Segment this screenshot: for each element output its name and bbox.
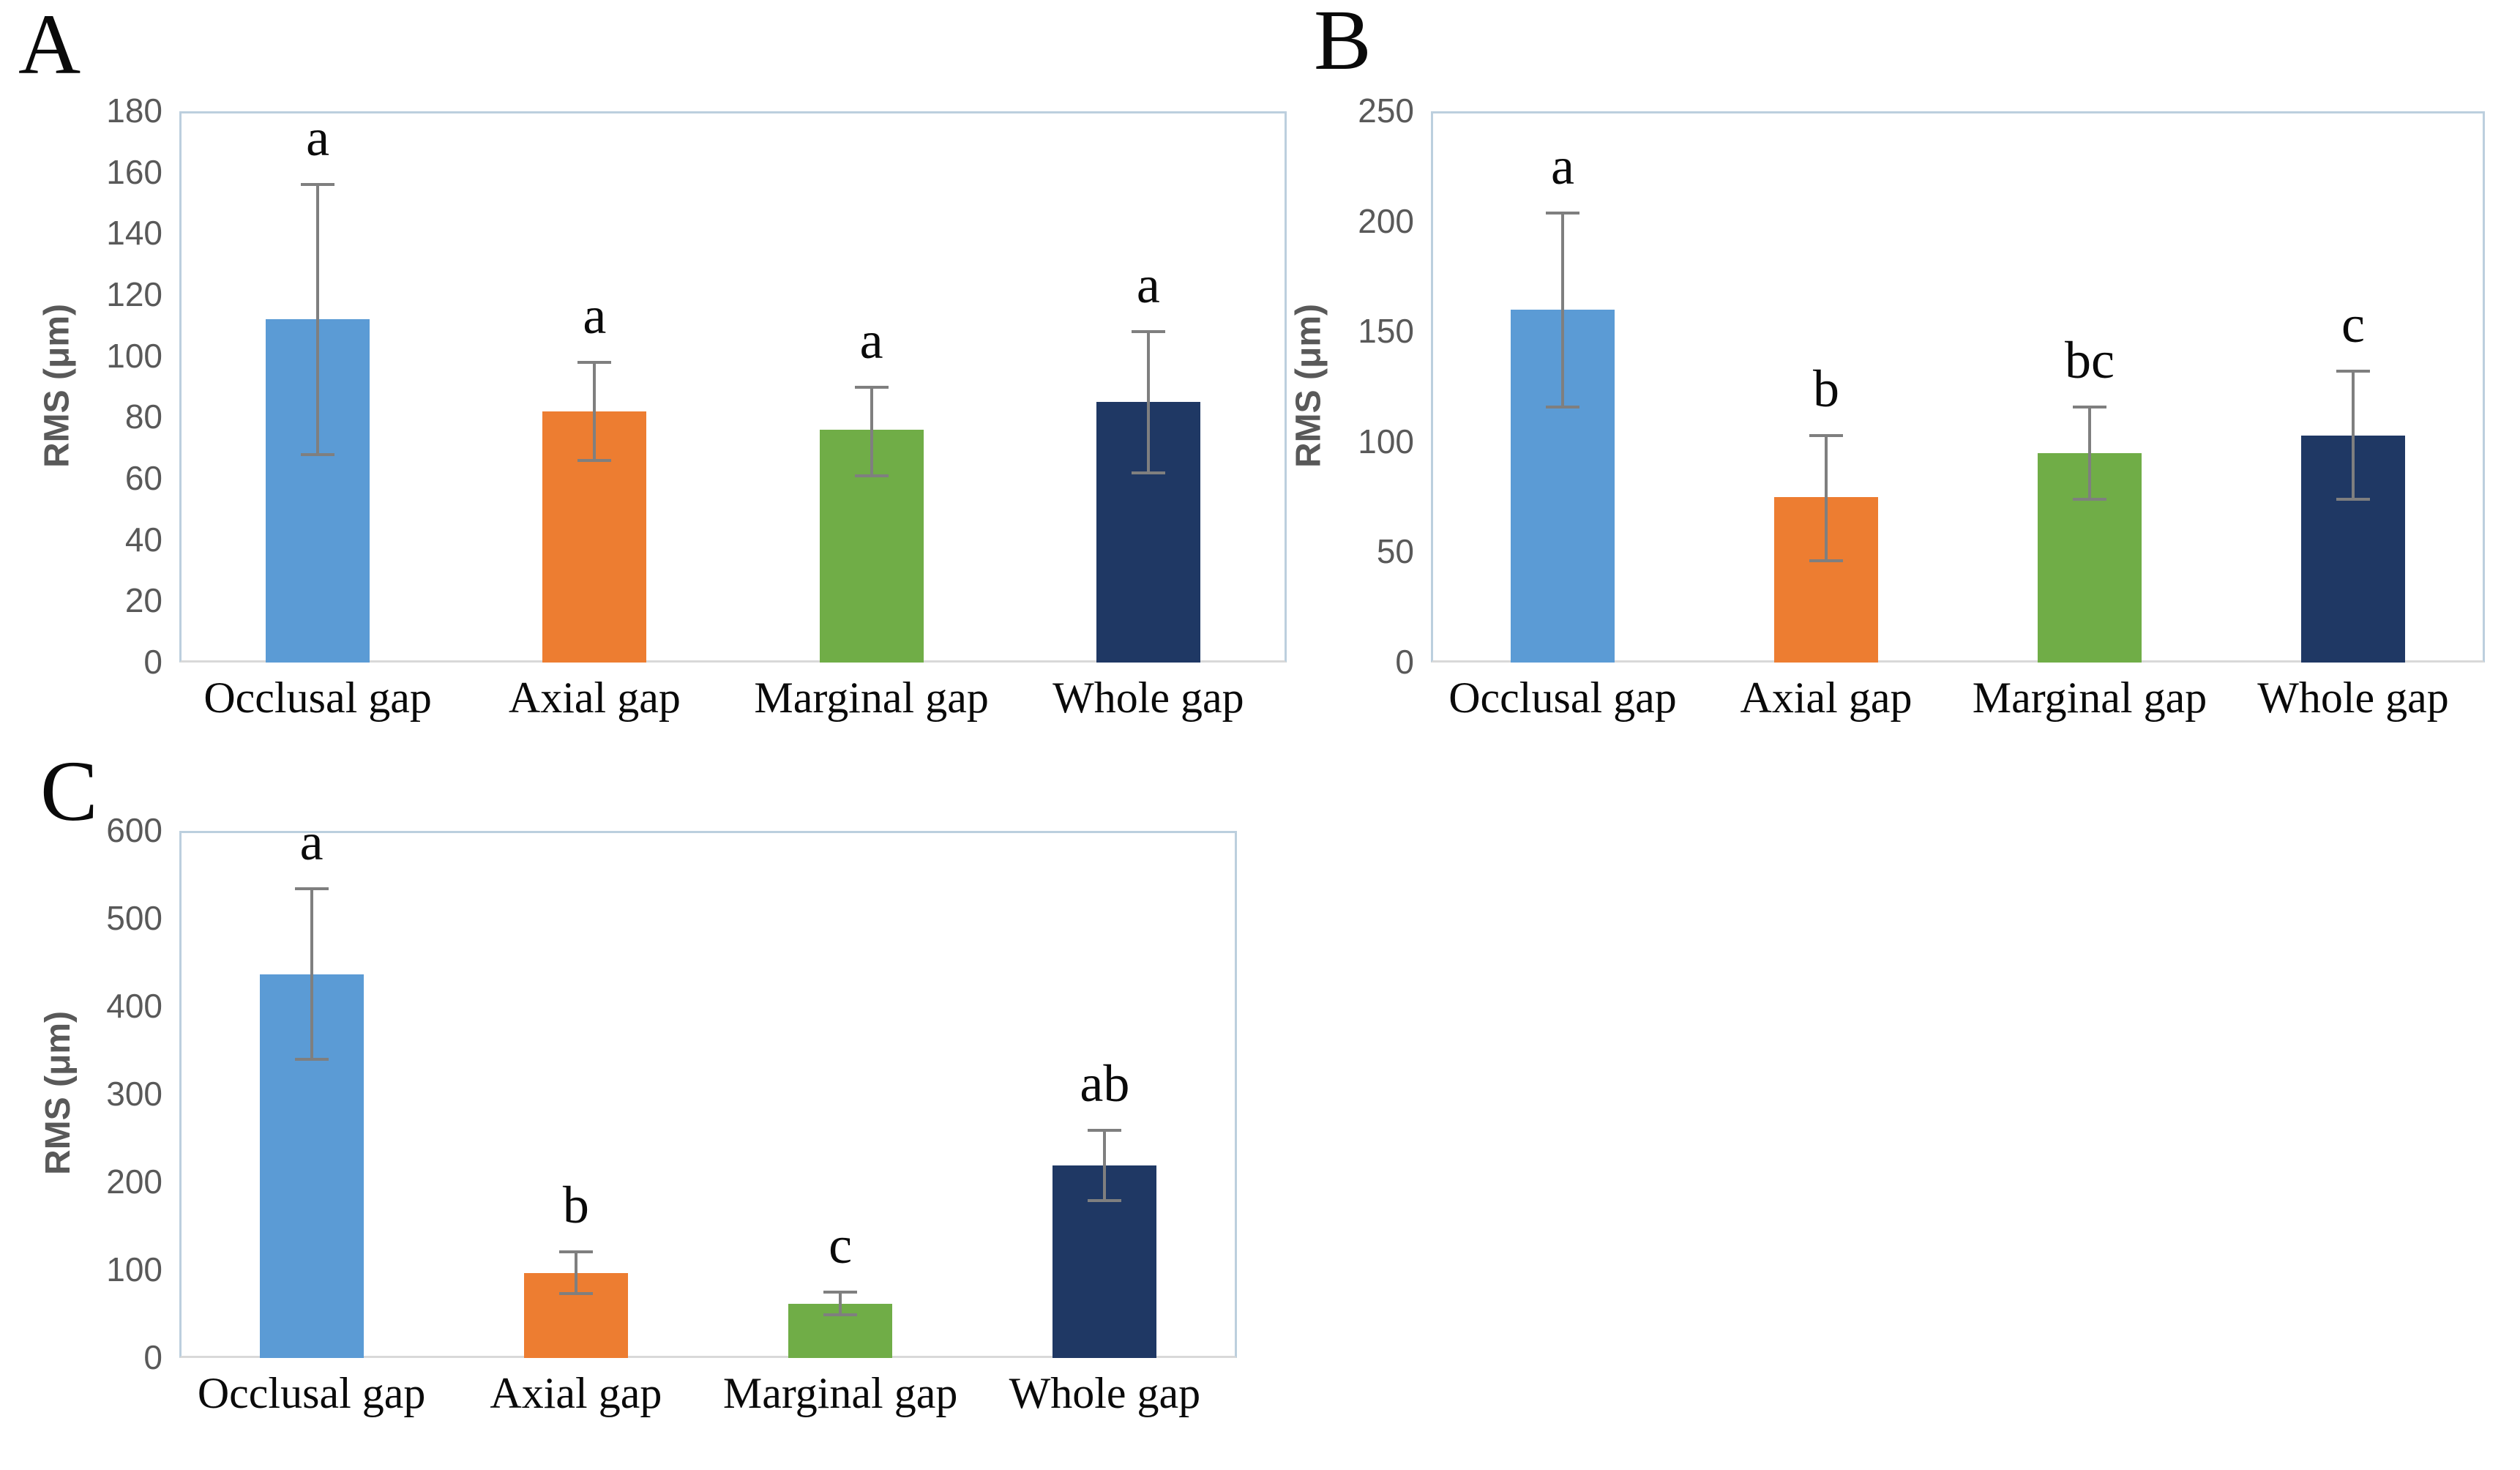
sig-letter-axial-gap: a: [583, 286, 607, 346]
error-bar-bottom-cap-axial-gap: [577, 458, 612, 462]
y-tick-label: 100: [106, 1250, 162, 1288]
category-label-occlusal-gap: Occlusal gap: [1448, 674, 1677, 722]
error-bar-bottom-cap-occlusal-gap: [1546, 405, 1579, 408]
sig-letter-occlusal-gap: a: [1551, 136, 1574, 195]
category-label-marginal-gap: Marginal gap: [722, 1369, 958, 1417]
y-tick-label: 100: [106, 336, 162, 375]
y-tick-label: 200: [1358, 201, 1414, 240]
y-tick-label: 400: [106, 987, 162, 1025]
error-bar-line-marginal-gap: [2088, 406, 2091, 500]
category-label-axial-gap: Axial gap: [508, 674, 681, 722]
y-tick-label: 80: [124, 398, 162, 436]
error-bar-top-cap-axial-gap: [1809, 433, 1843, 437]
error-bar-bottom-cap-axial-gap: [558, 1292, 593, 1296]
error-bar-top-cap-occlusal-gap: [294, 887, 329, 891]
error-bar-bottom-cap-marginal-gap: [823, 1313, 858, 1317]
y-tick-label: 50: [1376, 532, 1414, 571]
category-label-whole-gap: Whole gap: [2257, 674, 2449, 722]
y-tick-label: 0: [1395, 643, 1414, 681]
error-bar-top-cap-occlusal-gap: [301, 183, 335, 187]
error-bar-top-cap-axial-gap: [577, 361, 612, 365]
category-label-whole-gap: Whole gap: [1009, 1369, 1201, 1417]
error-bar-top-cap-whole-gap: [1131, 330, 1165, 334]
y-tick-label: 150: [1358, 312, 1414, 351]
error-bar-bottom-cap-marginal-gap: [2073, 498, 2106, 501]
y-tick-label: 200: [106, 1163, 162, 1201]
y-tick-label: 40: [124, 520, 162, 559]
sig-letter-occlusal-gap: a: [299, 813, 324, 872]
y-axis-title: RMS (μm): [1289, 303, 1328, 468]
error-bar-top-cap-occlusal-gap: [1546, 211, 1579, 214]
error-bar-top-cap-marginal-gap: [2073, 405, 2106, 408]
y-tick-label: 120: [106, 275, 162, 313]
sig-letter-whole-gap: a: [1136, 255, 1160, 315]
y-tick-label: 250: [1358, 92, 1414, 130]
y-tick-label: 140: [106, 214, 162, 253]
sig-letter-whole-gap: c: [2341, 295, 2365, 354]
error-bar-bottom-cap-axial-gap: [1809, 559, 1843, 563]
y-tick-label: 500: [106, 899, 162, 937]
error-bar-top-cap-marginal-gap: [854, 385, 889, 389]
sig-letter-whole-gap: ab: [1080, 1054, 1130, 1113]
y-axis-title: RMS (μm): [37, 303, 76, 468]
y-axis-title: RMS (μm): [39, 1011, 78, 1176]
error-bar-line-marginal-gap: [870, 387, 873, 476]
sig-letter-marginal-gap: c: [829, 1216, 853, 1275]
y-tick-label: 600: [106, 811, 162, 849]
error-bar-line-occlusal-gap: [310, 889, 313, 1059]
y-tick-label: 20: [124, 581, 162, 620]
category-label-axial-gap: Axial gap: [1740, 674, 1913, 722]
error-bar-bottom-cap-whole-gap: [1088, 1199, 1122, 1203]
error-bar-line-whole-gap: [2352, 371, 2355, 500]
error-bar-line-marginal-gap: [839, 1292, 842, 1316]
category-label-axial-gap: Axial gap: [490, 1369, 662, 1417]
error-bar-line-occlusal-gap: [1561, 212, 1564, 407]
sig-letter-marginal-gap: bc: [2065, 330, 2115, 389]
y-tick-label: 300: [106, 1075, 162, 1113]
error-bar-bottom-cap-whole-gap: [1131, 471, 1165, 474]
error-bar-top-cap-whole-gap: [2336, 370, 2370, 373]
panel-letter-c: C: [40, 743, 98, 839]
error-bar-line-axial-gap: [593, 362, 597, 460]
error-bar-bottom-cap-occlusal-gap: [294, 1058, 329, 1061]
y-tick-label: 60: [124, 459, 162, 497]
category-label-occlusal-gap: Occlusal gap: [203, 674, 432, 722]
category-label-whole-gap: Whole gap: [1053, 674, 1244, 722]
error-bar-line-whole-gap: [1146, 332, 1150, 473]
panel-letter-a: A: [18, 0, 81, 92]
panel-letter-b: B: [1314, 0, 1372, 88]
error-bar-bottom-cap-marginal-gap: [854, 474, 889, 477]
error-bar-line-whole-gap: [1103, 1130, 1107, 1201]
category-label-marginal-gap: Marginal gap: [754, 674, 989, 722]
error-bar-line-axial-gap: [1825, 435, 1828, 561]
sig-letter-marginal-gap: a: [859, 310, 883, 370]
y-tick-label: 100: [1358, 422, 1414, 460]
y-tick-label: 160: [106, 152, 162, 191]
error-bar-line-occlusal-gap: [316, 184, 320, 455]
error-bar-top-cap-whole-gap: [1088, 1129, 1122, 1133]
y-tick-label: 0: [143, 643, 162, 681]
category-label-marginal-gap: Marginal gap: [1972, 674, 2207, 722]
y-tick-label: 0: [143, 1338, 162, 1376]
error-bar-top-cap-axial-gap: [558, 1250, 593, 1253]
sig-letter-axial-gap: b: [562, 1175, 589, 1234]
error-bar-line-axial-gap: [574, 1251, 577, 1294]
sig-letter-occlusal-gap: a: [306, 108, 330, 168]
error-bar-bottom-cap-occlusal-gap: [301, 452, 335, 456]
error-bar-bottom-cap-whole-gap: [2336, 498, 2370, 501]
sig-letter-axial-gap: b: [1813, 359, 1839, 418]
y-tick-label: 180: [106, 92, 162, 130]
category-label-occlusal-gap: Occlusal gap: [197, 1369, 426, 1417]
error-bar-top-cap-marginal-gap: [823, 1291, 858, 1294]
